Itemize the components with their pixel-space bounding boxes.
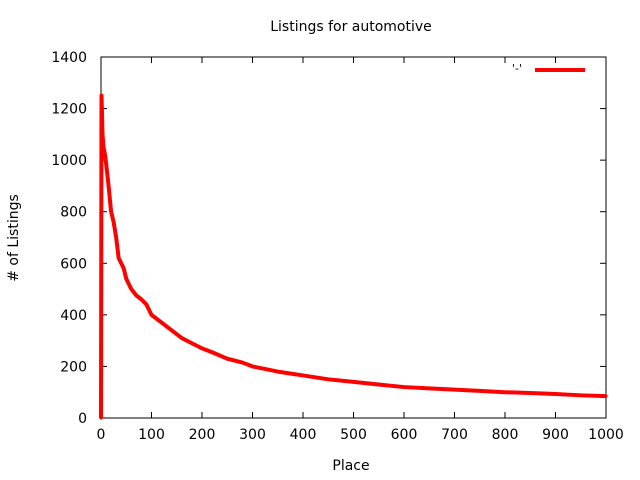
data-point <box>326 377 330 381</box>
plot-frame <box>100 56 607 419</box>
series-0 <box>99 93 608 420</box>
data-point <box>100 132 105 136</box>
data-point <box>112 220 116 224</box>
data-point <box>579 393 583 397</box>
data-point <box>351 380 356 384</box>
data-point <box>104 161 108 165</box>
data-point <box>452 388 457 392</box>
data-point <box>100 112 104 116</box>
data-point <box>122 266 126 271</box>
x-tick-label: 800 <box>492 427 519 443</box>
data-point <box>139 297 143 301</box>
data-point <box>402 385 406 389</box>
data-point <box>114 235 118 240</box>
data-point <box>160 320 164 325</box>
y-tick-label: 800 <box>60 205 87 221</box>
data-point <box>604 394 608 398</box>
data-point <box>170 328 174 332</box>
y-tick-label: 1000 <box>51 153 87 169</box>
data-point <box>190 341 194 345</box>
data-point <box>427 386 431 390</box>
x-tick-label: 600 <box>391 427 418 443</box>
data-point <box>99 416 103 420</box>
data-point <box>119 261 123 265</box>
data-point <box>528 391 532 395</box>
y-tick-label: 1200 <box>51 102 87 118</box>
x-tick-label: 900 <box>542 427 569 443</box>
x-tick-label: 0 <box>97 427 106 443</box>
data-point <box>101 145 106 149</box>
x-tick-label: 200 <box>189 427 216 443</box>
data-point <box>210 350 214 354</box>
data-point <box>109 210 113 214</box>
legend-label: '-' <box>512 62 522 75</box>
series-line <box>99 93 607 419</box>
data-point <box>478 389 482 393</box>
x-tick-label: 500 <box>340 427 367 443</box>
x-tick-label: 400 <box>290 427 317 443</box>
data-point <box>276 369 280 374</box>
data-point <box>103 153 107 157</box>
y-tick-label: 400 <box>60 308 87 324</box>
data-point <box>129 287 133 291</box>
data-point <box>240 360 244 365</box>
data-point <box>149 313 154 317</box>
y-axis-label: # of Listings <box>6 194 22 282</box>
data-point <box>250 364 255 369</box>
data-point <box>124 277 128 281</box>
x-tick-label: 100 <box>138 427 165 443</box>
data-point <box>134 293 138 298</box>
axis-ticks <box>100 56 607 419</box>
data-point <box>117 256 121 260</box>
legend: '-' <box>512 62 585 75</box>
data-point <box>225 357 229 361</box>
axis-tick-labels: 0 100 200 300 400 500 600 700 800 900 1000 0 200 400 6… <box>51 50 623 443</box>
data-point <box>180 336 184 340</box>
y-tick-label: 0 <box>78 411 87 427</box>
data-point <box>144 302 149 307</box>
chart-title: Listings for automotive <box>270 19 432 35</box>
data-point <box>99 94 104 98</box>
x-tick-label: 700 <box>441 427 468 443</box>
data-point <box>106 184 111 188</box>
x-axis-label: Place <box>332 458 369 474</box>
y-tick-label: 600 <box>60 256 87 272</box>
data-point <box>503 390 507 394</box>
data-point <box>200 346 204 350</box>
y-tick-label: 1400 <box>51 50 87 66</box>
x-tick-label: 300 <box>239 427 266 443</box>
series-layer <box>99 93 608 420</box>
y-tick-label: 200 <box>60 359 87 375</box>
x-tick-label: 1000 <box>588 427 624 443</box>
data-point <box>377 382 381 387</box>
data-point <box>553 392 558 396</box>
data-point <box>301 373 305 378</box>
